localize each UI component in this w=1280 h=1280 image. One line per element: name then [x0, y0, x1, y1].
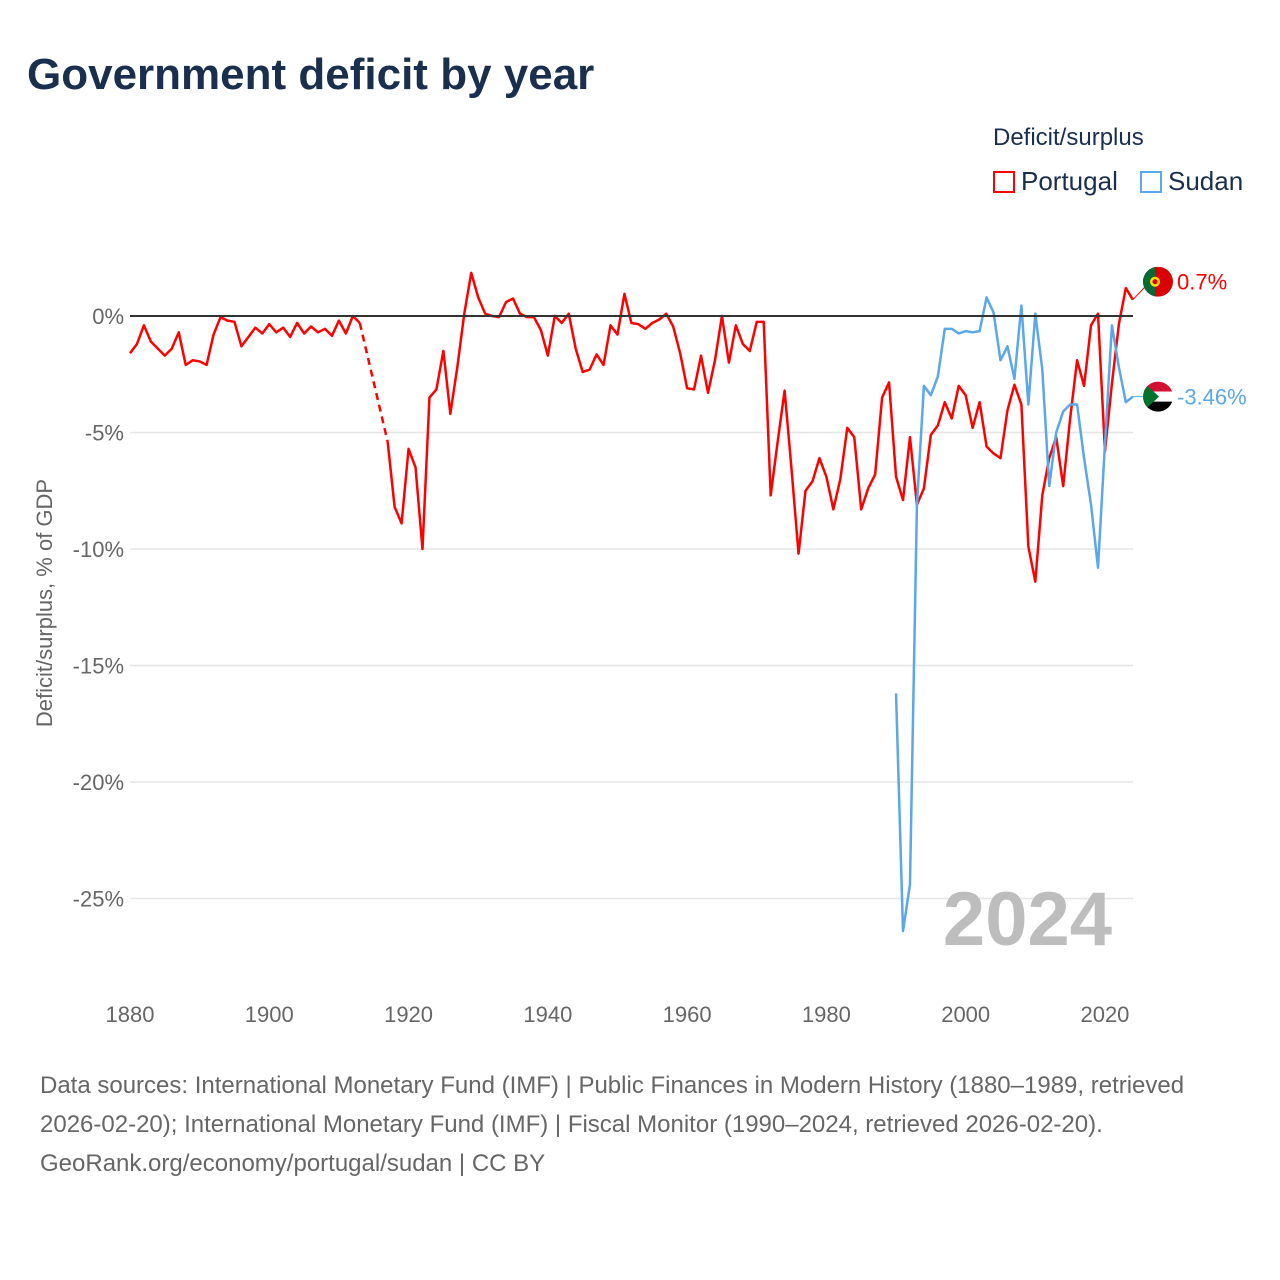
credit-link[interactable]: GeoRank.org/economy/portugal/sudan | CC …	[40, 1150, 546, 1177]
y-tick-label: 0%	[92, 304, 124, 329]
sudan-flag-icon	[1143, 381, 1173, 412]
sudan-end-label: -3.46%	[1177, 385, 1247, 410]
line-chart: 0% -5% -10% -15% -20% -25% 1880 1900 1920 1940 196…	[32, 266, 1247, 1027]
portugal-line	[386, 271, 1134, 583]
y-tick-label: -20%	[73, 770, 124, 795]
data-sources: Data sources: International Monetary Fun…	[40, 1072, 1185, 1138]
chart-title: Government deficit by year	[27, 50, 595, 99]
portugal-flag-icon	[1143, 266, 1173, 297]
x-tick-label: 1880	[106, 1002, 155, 1027]
legend-item-sudan[interactable]: Sudan	[1140, 166, 1243, 197]
y-tick-label: -5%	[85, 421, 124, 446]
portugal-gap-line	[358, 322, 389, 443]
x-tick-label: 1960	[663, 1002, 712, 1027]
x-tick-label: 1900	[245, 1002, 294, 1027]
sudan-swatch-icon	[1140, 170, 1162, 193]
y-tick-label: -25%	[73, 887, 124, 912]
x-tick-label: 1980	[802, 1002, 851, 1027]
year-watermark: 2024	[943, 877, 1112, 962]
legend-label-sudan: Sudan	[1168, 166, 1244, 196]
x-tick-label: 1920	[384, 1002, 433, 1027]
x-tick-label: 2000	[941, 1002, 990, 1027]
portugal-line	[128, 314, 361, 367]
portugal-end-label: 0.7%	[1177, 270, 1227, 295]
y-tick-label: -10%	[73, 537, 124, 562]
x-tick-label: 1940	[523, 1002, 572, 1027]
x-tick-label: 2020	[1080, 1002, 1129, 1027]
y-axis-label: Deficit/surplus, % of GDP	[32, 479, 57, 727]
sudan-line	[894, 296, 1134, 933]
footer: Data sources: International Monetary Fun…	[40, 1066, 1240, 1183]
y-tick-label: -15%	[73, 654, 124, 679]
legend-item-portugal[interactable]: Portugal	[993, 166, 1118, 197]
legend-title: Deficit/surplus	[993, 124, 1144, 151]
portugal-swatch-icon	[993, 170, 1015, 193]
legend-label-portugal: Portugal	[1021, 166, 1118, 196]
